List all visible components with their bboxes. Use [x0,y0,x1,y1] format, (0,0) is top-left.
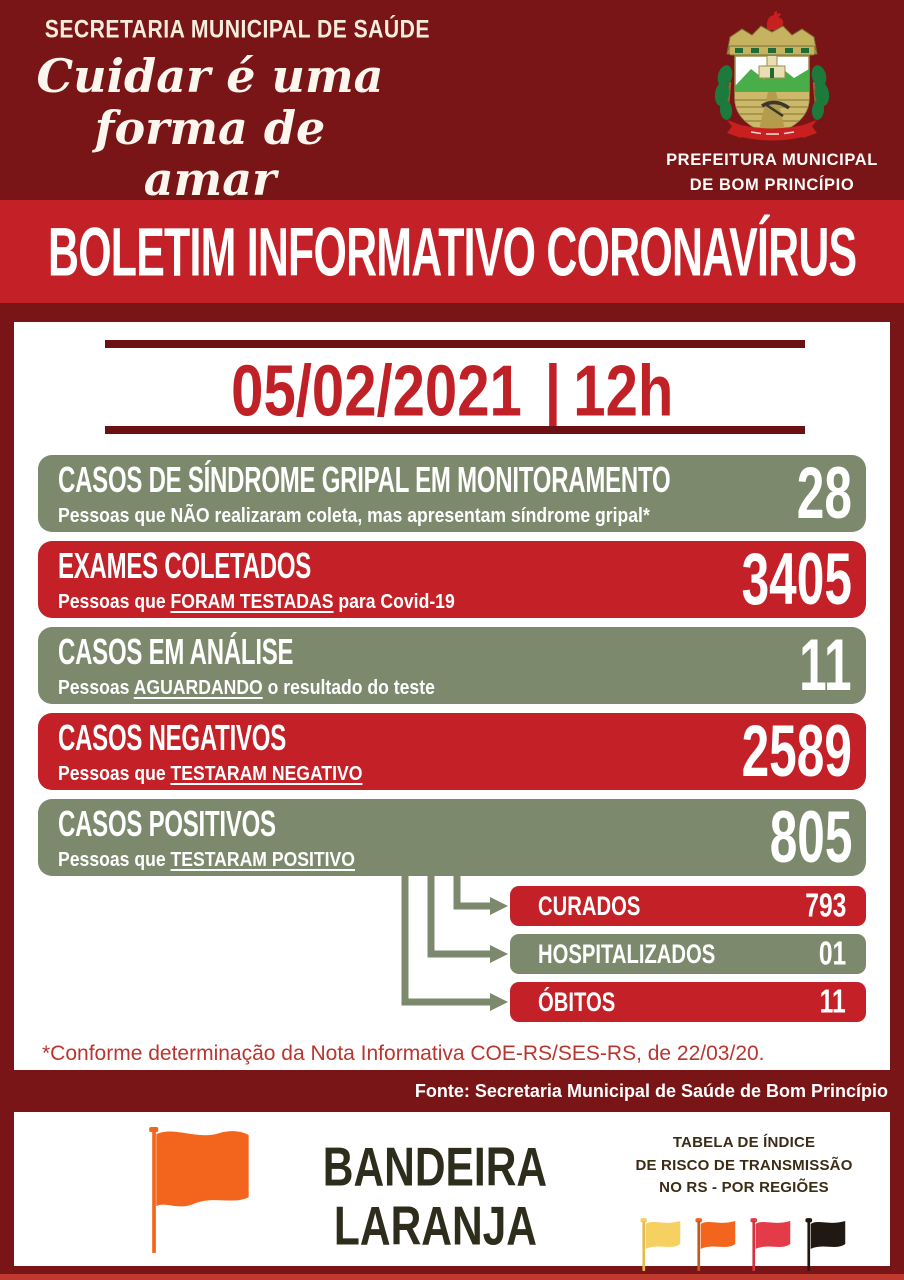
stat-value: 2589 [741,710,852,793]
prefeitura-line-2: DE BOM PRINCÍPIO [689,175,855,194]
stat-title: CASOS EM ANÁLISE [58,632,294,673]
stat-subtitle: Pessoas que NÃO realizaram coleta, mas a… [58,505,650,527]
shield-icon [734,55,810,136]
bottom-accent-strip [0,1274,904,1280]
header-right: PREFEITURA MUNICIPAL DE BOM PRINCÍPIO [640,6,904,198]
flag-status-panel: BANDEIRA LARANJA TABELA DE ÍNDICE DE RIS… [14,1112,890,1271]
source-band: Fonte: Secretaria Municipal de Saúde de … [0,1070,904,1112]
sub-stat-value: 11 [819,983,846,1020]
secretaria-title: SECRETARIA MUNICIPAL DE SAÚDE [44,14,430,44]
risk-flag-orange-icon [694,1217,735,1271]
stat-row-casos-em-analise: CASOS EM ANÁLISE Pessoas AGUARDANDO o re… [38,624,866,707]
stat-row-exames-coletados: EXAMES COLETADOS Pessoas que FORAM TESTA… [38,538,866,621]
sub-stat-row-curados: CURADOS 793 [510,886,866,926]
stat-subtitle: Pessoas AGUARDANDO o resultado do teste [58,677,435,699]
tree-icons [714,65,830,120]
date-divider-bottom [105,426,805,434]
slogan-line-2: forma de amar [94,100,326,207]
stat-value: 11 [799,624,852,707]
risk-flag-row [612,1214,876,1276]
risk-table-block: TABELA DE ÍNDICE DE RISCO DE TRANSMISSÃO… [612,1132,876,1276]
sub-stat-row-obitos: ÓBITOS 11 [510,982,866,1022]
risk-flag-yellow-icon [639,1217,680,1271]
sub-stat-value: 01 [818,935,846,972]
stat-title: CASOS POSITIVOS [58,804,276,845]
footnote: *Conforme determinação da Nota Informati… [42,1042,765,1065]
risk-table-title: TABELA DE ÍNDICE DE RISCO DE TRANSMISSÃO… [612,1132,876,1200]
flag-status-title: BANDEIRA LARANJA [280,1136,590,1257]
sub-stat-value: 793 [804,887,846,924]
stat-row-casos-positivos: CASOS POSITIVOS Pessoas que TESTARAM POS… [38,796,866,879]
flag-status-line-2: LARANJA [333,1195,537,1257]
date-separator: | [544,349,561,431]
sub-stat-label: ÓBITOS [538,986,616,1017]
stat-title: CASOS NEGATIVOS [58,718,286,759]
rooster-icon [767,11,784,30]
coat-of-arms-icon [714,11,830,141]
prefeitura-label: PREFEITURA MUNICIPAL DE BOM PRINCÍPIO [640,148,904,198]
connector-lines-icon [401,876,508,1011]
stat-value: 3405 [741,538,852,621]
stat-value: 28 [796,452,852,535]
orange-flag-icon [149,1127,249,1253]
positive-breakdown: CURADOS 793 HOSPITALIZADOS 01 ÓBITOS 11 [38,876,866,1036]
stat-subtitle: Pessoas que TESTARAM POSITIVO [58,849,355,871]
slogan-script: Cuidar é uma forma de amar [28,49,392,207]
report-date: 05/02/2021 [230,349,522,431]
risk-flag-black-icon [804,1217,845,1271]
report-time: 12h [573,349,674,431]
sub-stat-label: CURADOS [538,890,641,921]
slogan-line-1: Cuidar é uma [36,49,384,103]
risk-flag-red-icon [749,1217,790,1271]
flag-status-line-1: BANDEIRA [322,1136,548,1198]
crown-icon [726,25,818,56]
stat-row-casos-negativos: CASOS NEGATIVOS Pessoas que TESTARAM NEG… [38,710,866,793]
stat-row-sindrome-gripal: CASOS DE SÍNDROME GRIPAL EM MONITORAMENT… [38,452,866,535]
stat-subtitle: Pessoas que TESTARAM NEGATIVO [58,763,363,785]
info-card: 05/02/2021 | 12h CASOS DE SÍNDROME GRIPAL … [14,322,890,1070]
date-divider-top [105,340,805,348]
stat-title: EXAMES COLETADOS [58,546,312,587]
source-line: Fonte: Secretaria Municipal de Saúde de … [414,1080,888,1101]
risk-title-line-3: NO RS - POR REGIÕES [659,1179,829,1196]
sub-stat-row-hospitalizados: HOSPITALIZADOS 01 [510,934,866,974]
stat-subtitle: Pessoas que FORAM TESTADAS para Covid-19 [58,591,455,613]
risk-title-line-1: TABELA DE ÍNDICE [672,1134,816,1151]
stat-rows: CASOS DE SÍNDROME GRIPAL EM MONITORAMENT… [38,452,866,885]
page-title: BOLETIM INFORMATIVO CORONAVÍRUS [47,213,857,290]
stat-title: CASOS DE SÍNDROME GRIPAL EM MONITORAMENT… [58,460,671,501]
sub-stat-label: HOSPITALIZADOS [538,938,716,969]
ribbon-icon [727,120,817,141]
risk-title-line-2: DE RISCO DE TRANSMISSÃO [635,1156,853,1174]
stat-value: 805 [769,796,852,879]
prefeitura-line-1: PREFEITURA MUNICIPAL [666,151,878,169]
report-datetime: 05/02/2021 | 12h [14,349,890,431]
bulletin-title-banner: BOLETIM INFORMATIVO CORONAVÍRUS [0,200,904,303]
